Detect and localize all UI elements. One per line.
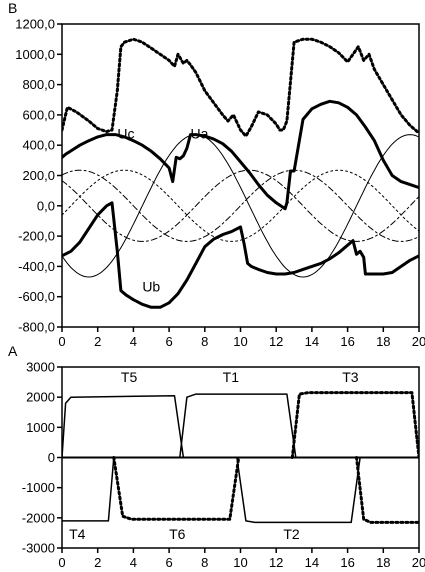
top-x-tick-label: 0 [58, 334, 65, 349]
top-x-tick-label: 20 [412, 334, 425, 349]
bottom-series-t6 [112, 456, 241, 521]
bottom-label-t5: T5 [121, 369, 138, 385]
bottom-label-t2: T2 [283, 526, 300, 542]
top-x-tick-label: 4 [130, 334, 137, 349]
bottom-series-t4 [62, 456, 115, 522]
bottom-label-t1: T1 [223, 369, 240, 385]
bottom-series-t3 [290, 391, 419, 459]
bottom-y-unit: A [8, 343, 18, 359]
top-series-s1 [62, 134, 419, 278]
top-label-uc: Uc [117, 125, 134, 141]
top-x-tick-label: 12 [269, 334, 283, 349]
top-series [62, 37, 419, 309]
bottom-x-tick-label: 14 [305, 555, 319, 570]
top-y-tick-label: 400,0 [22, 138, 55, 153]
bottom-x-tick-label: 18 [376, 555, 390, 570]
top-series-uc [62, 37, 419, 138]
bottom-series-t1 [179, 393, 297, 459]
top-y-tick-label: 600,0 [22, 107, 55, 122]
bottom-series-t5 [62, 394, 185, 459]
top-series-s4 [62, 169, 419, 242]
top-y-tick-label: 1000,0 [15, 47, 55, 62]
bottom-x-tick-label: 16 [340, 555, 354, 570]
bottom-x-tick-label: 0 [58, 555, 65, 570]
bottom-y-tick-label: 0 [48, 450, 55, 465]
top-y-tick-label: 200,0 [22, 168, 55, 183]
top-label-ub: Ub [142, 278, 160, 294]
voltage-chart: B 1200,0 1000,0 800,0 600,0 400,0 200,0 0,0 -20… [8, 0, 425, 349]
bottom-x-tick-label: 10 [233, 555, 247, 570]
bottom-label-t6: T6 [169, 526, 186, 542]
bottom-series-t4b [355, 456, 419, 524]
top-series-ub [62, 201, 419, 309]
top-x-tick-label: 18 [376, 334, 390, 349]
bottom-y-tick-label: 3000 [26, 360, 55, 375]
bottom-y-tick-label: -1000 [22, 480, 55, 495]
bottom-annotations: T5 T1 T3 T4 T6 T2 [69, 369, 359, 542]
top-axes [57, 23, 420, 332]
top-y-tick-label: 0,0 [37, 198, 55, 213]
bottom-x-tick-label: 2 [94, 555, 101, 570]
bottom-y-tick-label: 2000 [26, 390, 55, 405]
top-series-ua [62, 99, 419, 211]
top-x-tick-label: 6 [165, 334, 172, 349]
top-x-tick-label: 14 [305, 334, 319, 349]
bottom-series-t2 [236, 456, 361, 524]
top-annotations: Uc Ua Ub [117, 125, 208, 294]
top-y-tick-label: -200,0 [18, 229, 55, 244]
top-y-unit: B [8, 0, 17, 16]
top-plot-frame [61, 23, 420, 328]
top-y-tick-label: -600,0 [18, 289, 55, 304]
bottom-x-tick-label: 8 [201, 555, 208, 570]
top-series-s2 [62, 169, 419, 242]
top-tick-labels: 1200,0 1000,0 800,0 600,0 400,0 200,0 0,0 -200,… [15, 17, 425, 350]
top-x-tick-label: 16 [340, 334, 354, 349]
top-y-tick-label: 800,0 [22, 77, 55, 92]
bottom-x-tick-label: 6 [165, 555, 172, 570]
top-y-tick-label: 1200,0 [15, 17, 55, 32]
top-x-tick-label: 10 [233, 334, 247, 349]
bottom-series [62, 391, 419, 524]
bottom-label-t3: T3 [342, 369, 359, 385]
bottom-x-tick-label: 4 [130, 555, 137, 570]
top-label-ua: Ua [191, 125, 209, 141]
bottom-x-tick-label: 12 [269, 555, 283, 570]
top-y-tick-label: -400,0 [18, 259, 55, 274]
top-y-tick-label: -800,0 [18, 320, 55, 335]
top-x-tick-label: 2 [94, 334, 101, 349]
bottom-y-tick-label: 1000 [26, 420, 55, 435]
top-series-s3 [62, 169, 419, 242]
bottom-y-tick-label: -3000 [22, 541, 55, 556]
top-x-tick-label: 8 [201, 334, 208, 349]
bottom-y-tick-label: -2000 [22, 510, 55, 525]
bottom-label-t4: T4 [69, 526, 86, 542]
bottom-x-tick-label: 20 [412, 555, 425, 570]
